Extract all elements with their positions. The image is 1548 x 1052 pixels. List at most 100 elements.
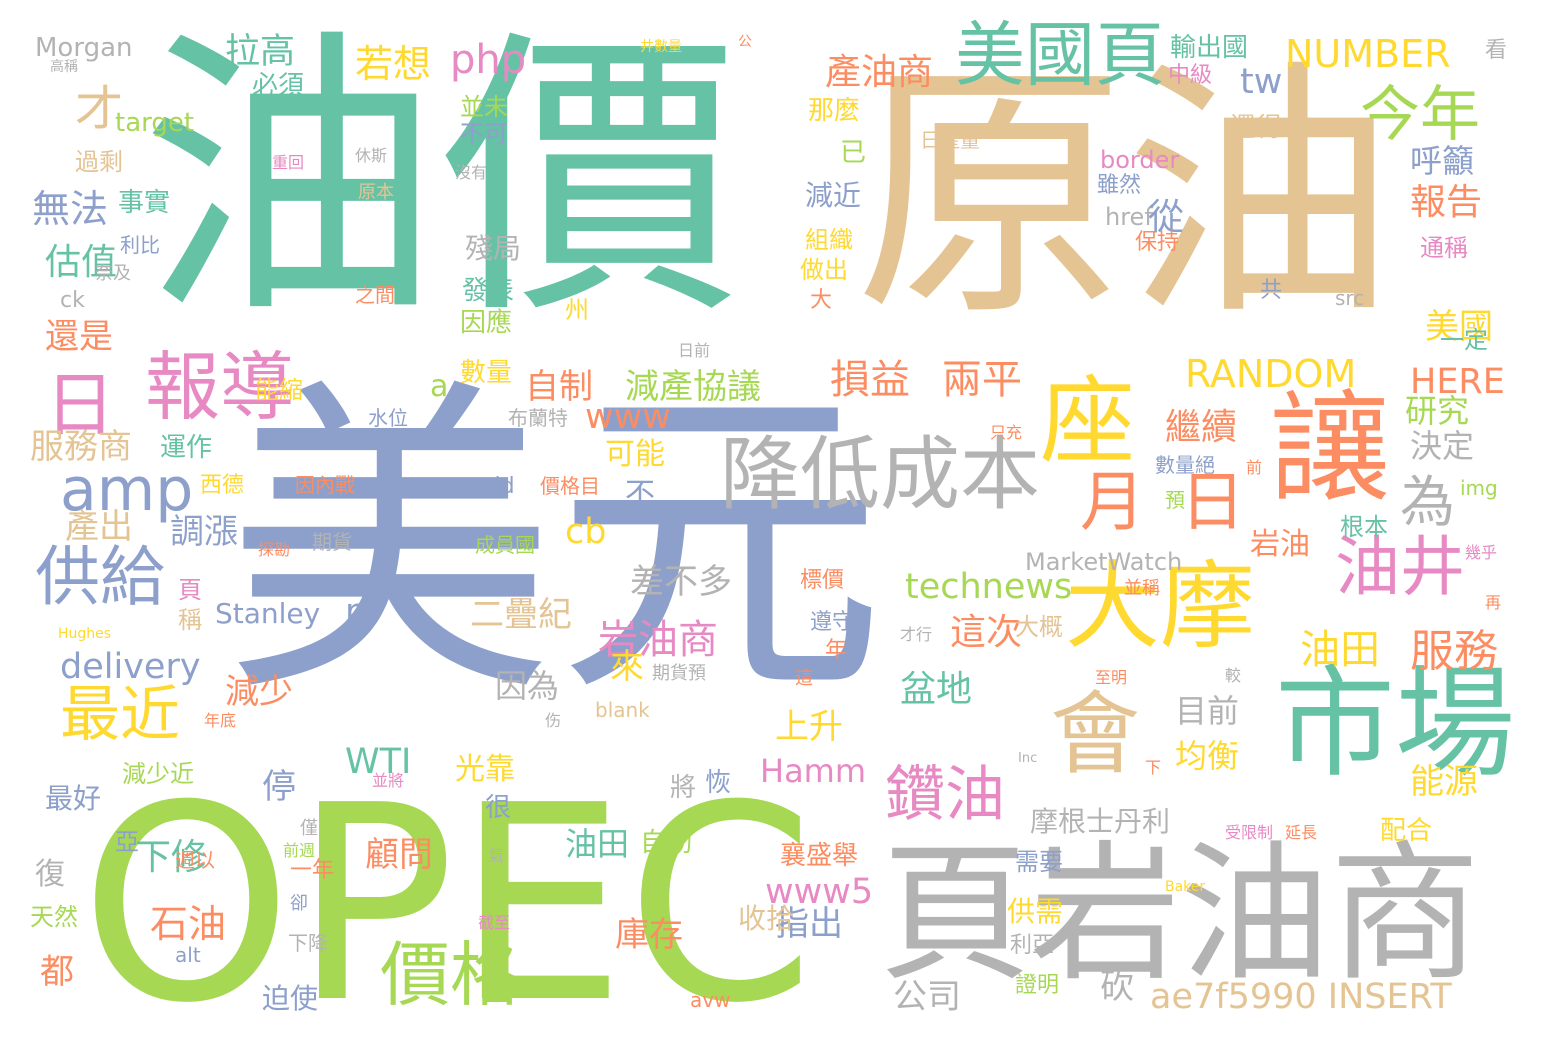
word: 拉高 bbox=[225, 32, 296, 72]
word: 減少近 bbox=[122, 760, 194, 788]
word: 減少 bbox=[225, 672, 293, 712]
word: 讓 bbox=[1270, 380, 1390, 519]
word: 天然 bbox=[30, 903, 78, 931]
word: 價格 bbox=[380, 934, 520, 1016]
word: 布蘭特 bbox=[508, 406, 568, 430]
word: 市場 bbox=[1275, 655, 1515, 794]
word: 預 bbox=[1165, 488, 1185, 512]
word: 水位 bbox=[368, 406, 408, 430]
word: 受限制 bbox=[1225, 823, 1274, 842]
word: a bbox=[430, 369, 449, 404]
word: 石油 bbox=[150, 902, 227, 946]
word: 不可 bbox=[460, 120, 508, 148]
word: 目前 bbox=[1175, 692, 1240, 730]
word: 只充 bbox=[990, 423, 1023, 442]
word: 岩油 bbox=[1250, 527, 1310, 562]
word: 油井 bbox=[1335, 530, 1466, 605]
word: img bbox=[1460, 476, 1498, 500]
word: 報告 bbox=[1410, 182, 1483, 223]
word: ae7f5990 INSERT bbox=[1150, 977, 1452, 1017]
word: 大概 bbox=[1015, 613, 1063, 641]
word: 再 bbox=[1485, 593, 1502, 612]
word: 頁岩油商 bbox=[880, 828, 1481, 1002]
word: 利比 bbox=[120, 233, 160, 257]
word: 美國頁 bbox=[955, 14, 1165, 96]
word: 襄盛舉 bbox=[780, 841, 859, 871]
word: 損益 bbox=[830, 357, 910, 403]
word: 下修 bbox=[135, 837, 208, 878]
word: 產出 bbox=[65, 507, 133, 547]
word: 日 bbox=[1180, 465, 1246, 540]
word: 減產協議 bbox=[625, 367, 761, 407]
word: 報導 bbox=[145, 343, 296, 431]
word: 高稱 bbox=[50, 59, 78, 75]
word: 共 bbox=[1260, 278, 1283, 303]
word: 頁 bbox=[178, 576, 202, 604]
word: 年底 bbox=[204, 711, 237, 730]
word: avw bbox=[690, 988, 731, 1012]
word: 因應 bbox=[460, 308, 513, 338]
word: 原本 bbox=[358, 182, 394, 203]
word: 油價 bbox=[140, 5, 740, 354]
word: 油田 bbox=[565, 825, 630, 863]
word: 停 bbox=[262, 767, 296, 807]
word: 通稱 bbox=[1420, 234, 1468, 262]
word: php bbox=[450, 37, 527, 83]
word: OPEC bbox=[80, 747, 815, 1052]
word: 減近 bbox=[805, 179, 862, 212]
word: 已 bbox=[840, 138, 867, 168]
word: 配合 bbox=[1380, 816, 1433, 846]
word: 之間 bbox=[355, 283, 395, 307]
word: 這次 bbox=[950, 612, 1023, 653]
word: Morgan bbox=[35, 33, 133, 63]
word: 遵守 bbox=[810, 610, 855, 635]
word: 數量 bbox=[460, 358, 513, 388]
word: 需要 bbox=[1015, 848, 1063, 876]
word: 那麼 bbox=[808, 96, 861, 126]
word: 砍 bbox=[1100, 967, 1134, 1007]
word: 自動 bbox=[640, 828, 693, 858]
word: 光靠 bbox=[455, 752, 515, 787]
word: 美元 bbox=[225, 353, 885, 737]
word: 油田 bbox=[1300, 627, 1380, 673]
word: 日 bbox=[45, 364, 115, 446]
word: 較 bbox=[1225, 666, 1242, 685]
word: 亞 bbox=[115, 828, 139, 856]
word: 氣 bbox=[488, 846, 505, 865]
word: 復 bbox=[35, 857, 65, 892]
word: 公 bbox=[738, 34, 752, 50]
word: technews bbox=[905, 567, 1073, 607]
word: 均衡 bbox=[1175, 737, 1240, 775]
word: 座 bbox=[1040, 367, 1136, 477]
word: 最好 bbox=[45, 782, 102, 815]
word: Hamm bbox=[760, 752, 867, 790]
word: zoneid bbox=[442, 474, 515, 499]
word: 還是 bbox=[45, 317, 113, 357]
word: RANDOM bbox=[1185, 352, 1357, 396]
word: 一定 bbox=[1440, 326, 1488, 354]
word: 收拾 bbox=[738, 902, 795, 935]
word: 能縮 bbox=[255, 376, 303, 404]
word: 美國 bbox=[1425, 307, 1493, 347]
word: 西德 bbox=[200, 473, 245, 498]
word: 降低成本 bbox=[720, 428, 1040, 521]
word: 前週 bbox=[283, 841, 316, 860]
word: 兩平 bbox=[942, 357, 1022, 403]
word: 利亞 bbox=[1010, 933, 1055, 958]
word: 產油商 bbox=[825, 52, 934, 93]
word: Inc bbox=[1018, 751, 1038, 766]
word: 並將 bbox=[372, 771, 405, 790]
word: 伤 bbox=[545, 711, 562, 730]
word: 還得 bbox=[1230, 113, 1283, 143]
word: 探勘 bbox=[258, 540, 291, 559]
word: 服務商 bbox=[30, 427, 132, 467]
word: 日前 bbox=[678, 341, 711, 360]
word: 組織 bbox=[805, 226, 853, 254]
word: 做出 bbox=[800, 256, 848, 284]
word: 休斯 bbox=[355, 146, 388, 165]
word: 庫存 bbox=[615, 915, 683, 955]
word: 證明 bbox=[1015, 973, 1060, 998]
word: 因為 bbox=[495, 667, 560, 705]
word: 會 bbox=[1050, 682, 1140, 787]
word: 今年 bbox=[1360, 80, 1480, 150]
